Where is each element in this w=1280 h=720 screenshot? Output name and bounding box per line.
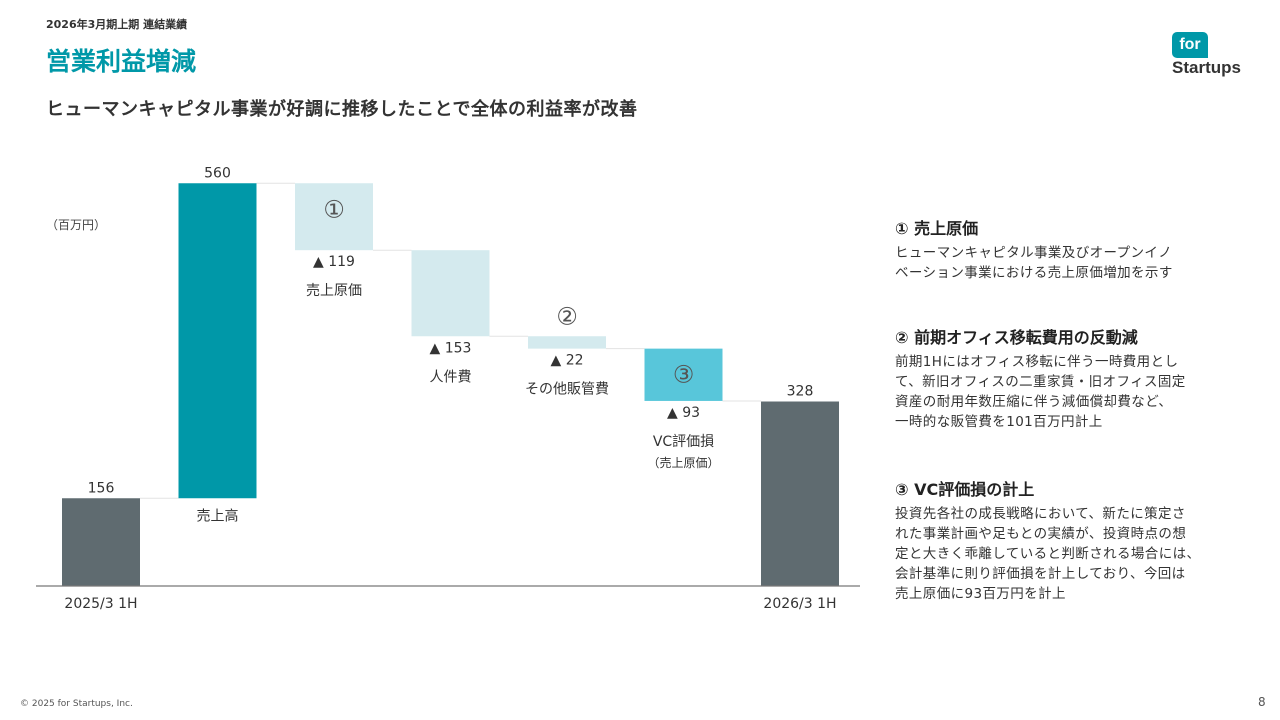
page-lead-text: ヒューマンキャピタル事業が好調に推移したことで全体の利益率が改善 — [46, 99, 638, 120]
bar-start — [62, 498, 140, 586]
waterfall-chart: 156 2025/3 1H 560 売上高 ▲ 119 売上原価 ① ▲ 153 人件費 ▲ 22… — [36, 165, 860, 612]
category-label-other_sga: その他販管費 — [525, 382, 609, 398]
category-label-start: 2025/3 1H — [64, 596, 137, 612]
marker-cogs: ① — [323, 195, 345, 223]
bar-end — [761, 401, 839, 586]
page-number: 8 — [1258, 695, 1266, 709]
value-label-sales: 560 — [204, 165, 231, 181]
note-3-line: 定と大きく乖離していると判断される場合には、 — [895, 546, 1201, 562]
note-3-line: 会計基準に則り評価損を計上しており、今回は — [895, 566, 1186, 582]
chart-unit-label: （百万円） — [46, 218, 107, 232]
note-2-heading: ② 前期オフィス移転費用の反動減 — [895, 328, 1138, 347]
category-sublabel-vc_loss: （売上原価） — [647, 455, 719, 470]
note-1-line: ヒューマンキャピタル事業及びオープンイノ — [895, 245, 1173, 261]
note-2-line: て、新旧オフィスの二重家賃・旧オフィス固定 — [895, 374, 1186, 390]
category-label-sales: 売上高 — [197, 507, 239, 524]
value-label-vc_loss: ▲ 93 — [667, 405, 700, 421]
note-2-line: 前期1Hにはオフィス移転に伴う一時費用とし — [895, 354, 1179, 370]
note-2-line: 一時的な販管費を101百万円計上 — [895, 414, 1103, 430]
bar-vc_loss — [644, 348, 723, 401]
note-3: ③ VC評価損の計上 投資先各社の成長戦略において、新たに策定さ れた事業計画や… — [895, 476, 1265, 604]
bar-personnel — [411, 250, 490, 337]
page-subheader: 2026年3月期上期 連結業績 — [46, 18, 188, 31]
category-label-cogs: 売上原価 — [306, 283, 362, 299]
category-label-personnel: 人件費 — [430, 369, 472, 385]
note-2-line: 資産の耐用年数圧縮に伴う減価償却費など、 — [895, 394, 1173, 410]
bar-other_sga — [528, 336, 606, 349]
note-3-heading: ③ VC評価損の計上 — [895, 480, 1035, 499]
category-label-end: 2026/3 1H — [763, 596, 836, 612]
note-3-line: 売上原価に93百万円を計上 — [895, 586, 1066, 602]
note-3-body: 投資先各社の成長戦略において、新たに策定さ れた事業計画や足もとの実績が、投資時… — [895, 504, 1265, 604]
value-label-personnel: ▲ 153 — [430, 340, 472, 356]
logo-mark: for — [1172, 32, 1208, 58]
note-3-line: れた事業計画や足もとの実績が、投資時点の想 — [895, 526, 1187, 542]
value-label-end: 328 — [787, 384, 814, 400]
note-3-line: 投資先各社の成長戦略において、新たに策定さ — [895, 506, 1186, 522]
note-1-heading: ① 売上原価 — [895, 219, 979, 238]
category-label-vc_loss: VC評価損 — [653, 434, 714, 450]
value-label-other_sga: ▲ 22 — [550, 353, 583, 369]
logo-wordmark: Startups — [1172, 58, 1241, 77]
marker-other_sga: ② — [556, 302, 578, 330]
bar-cogs — [295, 183, 373, 251]
note-1-line: ベーション事業における売上原価増加を示す — [895, 265, 1173, 281]
note-2: ② 前期オフィス移転費用の反動減 前期1Hにはオフィス移転に伴う一時費用とし て… — [895, 324, 1265, 432]
note-1-body: ヒューマンキャピタル事業及びオープンイノ ベーション事業における売上原価増加を示… — [895, 243, 1265, 283]
company-logo: for Startups — [1168, 30, 1258, 80]
page-title: 営業利益増減 — [46, 47, 197, 76]
bar-sales — [178, 183, 257, 499]
value-label-start: 156 — [88, 480, 115, 496]
value-label-cogs: ▲ 119 — [313, 254, 355, 270]
note-1: ① 売上原価 ヒューマンキャピタル事業及びオープンイノ ベーション事業における売… — [895, 215, 1265, 283]
copyright-text: © 2025 for Startups, Inc. — [20, 699, 133, 709]
note-2-body: 前期1Hにはオフィス移転に伴う一時費用とし て、新旧オフィスの二重家賃・旧オフィ… — [895, 352, 1265, 432]
marker-vc_loss: ③ — [673, 361, 695, 389]
